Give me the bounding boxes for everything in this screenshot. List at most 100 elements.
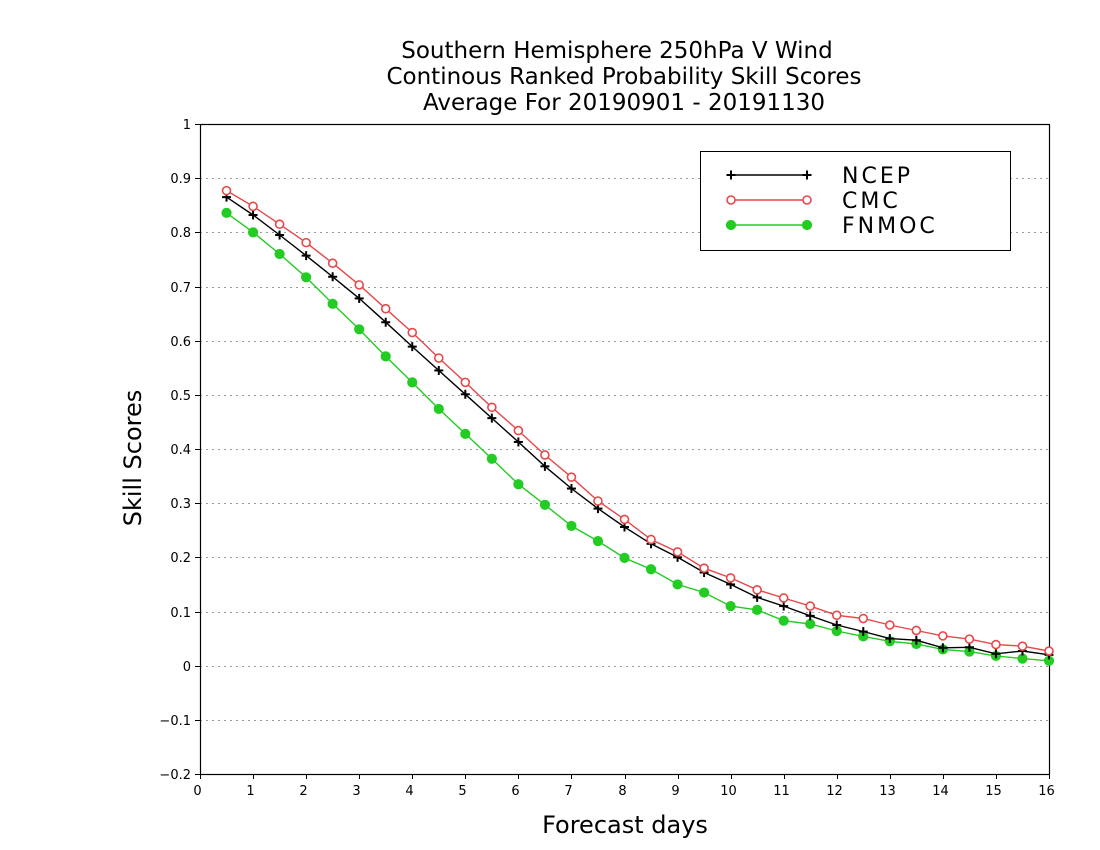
- legend-marker-right: [802, 195, 812, 205]
- x-tick-label: 2: [299, 784, 307, 799]
- data-point-fnmoc: [592, 535, 604, 547]
- data-point-ncep: [275, 230, 285, 240]
- data-point-cmc: [619, 514, 630, 525]
- data-point-fnmoc: [566, 520, 577, 532]
- data-point-cmc: [487, 402, 497, 413]
- data-point-ncep: [885, 634, 895, 644]
- x-tick-label: 5: [458, 784, 466, 799]
- data-point-fnmoc: [645, 564, 657, 575]
- legend-marker-right: [801, 219, 813, 231]
- data-point-fnmoc: [460, 428, 471, 439]
- data-point-cmc: [1017, 641, 1028, 651]
- series-cmc: [221, 185, 1054, 656]
- legend-item-ncep: NCEP: [726, 164, 913, 189]
- y-tick-label: 0: [183, 660, 191, 675]
- data-point-fnmoc: [274, 248, 285, 260]
- data-point-cmc: [991, 639, 1001, 650]
- data-point-fnmoc: [752, 604, 763, 615]
- data-point-fnmoc: [221, 207, 232, 218]
- y-tick-label: 1: [183, 118, 191, 133]
- data-point-cmc: [831, 610, 842, 621]
- y-tick-label: 0.8: [170, 226, 191, 241]
- data-point-fnmoc: [433, 403, 444, 415]
- data-point-fnmoc: [725, 600, 736, 612]
- x-tick-label: 11: [773, 784, 790, 799]
- data-point-cmc: [301, 237, 311, 248]
- x-tick-label: 1: [246, 784, 254, 799]
- data-point-cmc: [805, 601, 816, 611]
- x-tick-label: 14: [932, 784, 949, 799]
- legend-label-cmc: CMC: [842, 189, 901, 214]
- x-tick-label: 4: [405, 784, 413, 799]
- data-point-cmc: [566, 472, 577, 482]
- y-tick-label: −0.2: [159, 768, 191, 783]
- chart-title-line-2: Continous Ranked Probability Skill Score…: [386, 64, 861, 90]
- data-point-fnmoc: [380, 351, 391, 362]
- y-tick-label: 0.2: [170, 551, 191, 566]
- data-point-cmc: [752, 585, 762, 595]
- y-tick-label: 0.6: [170, 335, 191, 350]
- x-tick-label: 0: [193, 784, 201, 799]
- series-fnmoc: [221, 207, 1055, 666]
- chart-title-line-3: Average For 20190901 - 20191130: [423, 90, 825, 116]
- data-point-ncep: [805, 611, 815, 621]
- data-point-cmc: [885, 620, 895, 630]
- data-point-fnmoc: [619, 552, 630, 563]
- data-point-fnmoc: [805, 618, 816, 630]
- data-point-ncep: [354, 293, 364, 303]
- x-axis-title: Forecast days: [542, 811, 708, 839]
- data-point-fnmoc: [301, 272, 312, 283]
- series-ncep: [222, 192, 1054, 660]
- data-point-cmc: [964, 634, 975, 644]
- data-point-cmc: [327, 258, 338, 269]
- data-point-cmc: [672, 547, 683, 557]
- data-point-ncep: [779, 601, 789, 611]
- legend-box: [700, 151, 1011, 251]
- data-point-fnmoc: [778, 615, 789, 626]
- data-point-fnmoc: [672, 579, 683, 590]
- legend-marker-left: [725, 219, 737, 231]
- x-tick-label: 15: [985, 784, 1002, 799]
- data-point-ncep: [248, 210, 258, 220]
- legend-label-ncep: NCEP: [842, 164, 913, 189]
- data-point-ncep: [991, 649, 1001, 659]
- x-tick-label: 3: [352, 784, 360, 799]
- legend-item-fnmoc: FNMOC: [725, 214, 938, 239]
- data-point-cmc: [911, 625, 922, 636]
- legend-marker-left: [726, 170, 736, 180]
- y-tick-label: 0.9: [170, 172, 191, 187]
- data-series: [221, 185, 1055, 666]
- data-point-ncep: [381, 317, 391, 327]
- data-point-cmc: [593, 496, 603, 506]
- data-point-ncep: [328, 272, 338, 282]
- legend-marker-left: [726, 195, 736, 205]
- data-point-cmc: [221, 185, 232, 196]
- data-point-cmc: [646, 534, 656, 545]
- y-tick-label: 0.1: [170, 606, 191, 621]
- legend-marker-right: [802, 170, 812, 180]
- y-tick-label: 0.7: [170, 281, 191, 296]
- y-tick-label: 0.4: [170, 443, 191, 458]
- x-tick-label: 16: [1038, 784, 1055, 799]
- data-point-ncep: [911, 635, 921, 645]
- data-point-cmc: [858, 613, 869, 624]
- data-point-cmc: [699, 563, 709, 573]
- legend-label-fnmoc: FNMOC: [842, 214, 938, 239]
- data-point-ncep: [407, 342, 417, 352]
- data-point-ncep: [540, 461, 550, 471]
- data-point-ncep: [460, 389, 470, 399]
- data-point-cmc: [433, 353, 444, 363]
- series-line-fnmoc: [226, 212, 1050, 662]
- chart-title: Southern Hemisphere 250hPa V Wind Contin…: [386, 38, 861, 116]
- data-point-cmc: [1044, 646, 1054, 656]
- x-tick-label: 7: [564, 784, 572, 799]
- data-point-cmc: [248, 201, 258, 212]
- x-tick-label: 13: [879, 784, 896, 799]
- data-point-cmc: [460, 377, 471, 388]
- data-point-ncep: [832, 620, 842, 630]
- data-point-cmc: [513, 425, 524, 436]
- data-point-fnmoc: [354, 324, 365, 335]
- x-tick-label: 6: [511, 784, 519, 799]
